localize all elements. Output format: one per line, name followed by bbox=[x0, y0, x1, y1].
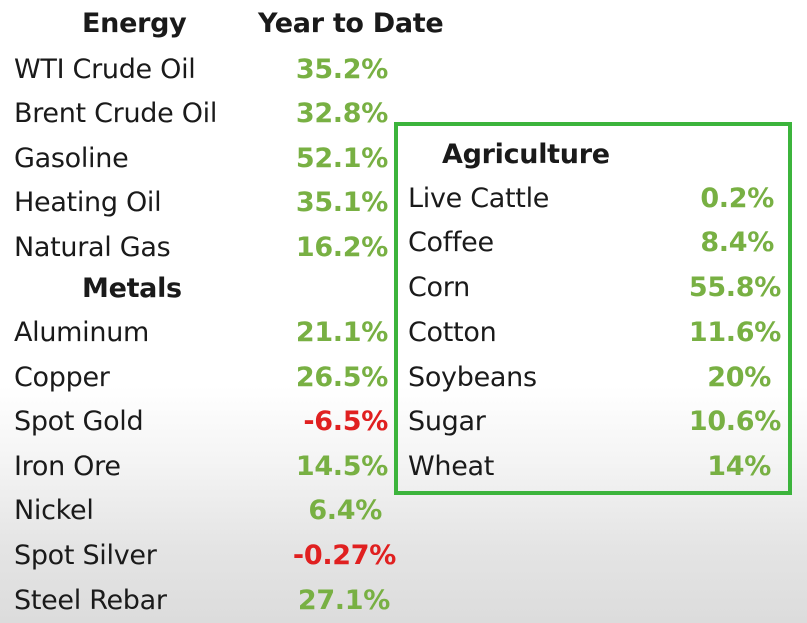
metals-row-label: Spot Silver bbox=[14, 540, 157, 571]
agriculture-row-value: 0.2% bbox=[700, 183, 774, 214]
agriculture-row-label: Corn bbox=[408, 272, 470, 303]
energy-row-label: Natural Gas bbox=[14, 232, 171, 263]
metals-row-value: -6.5% bbox=[303, 406, 388, 437]
metals-row-label: Spot Gold bbox=[14, 406, 144, 437]
energy-row-value: 16.2% bbox=[295, 232, 388, 263]
energy-row-label: WTI Crude Oil bbox=[14, 54, 196, 85]
agriculture-row-label: Coffee bbox=[408, 227, 494, 258]
agriculture-row-label: Soybeans bbox=[408, 362, 537, 393]
metals-row-value: 6.4% bbox=[308, 495, 382, 526]
energy-row-value: 32.8% bbox=[295, 98, 388, 129]
agriculture-header: Agriculture bbox=[442, 139, 610, 170]
energy-header: Energy bbox=[82, 8, 187, 39]
metals-row-value: 14.5% bbox=[295, 451, 388, 482]
energy-row-value: 52.1% bbox=[295, 143, 388, 174]
agriculture-row-label: Live Cattle bbox=[408, 183, 550, 214]
agriculture-row-label: Sugar bbox=[408, 406, 486, 437]
energy-row-value: 35.2% bbox=[295, 54, 388, 85]
metals-header: Metals bbox=[82, 273, 182, 304]
agriculture-box bbox=[394, 122, 792, 495]
agriculture-row-value: 20% bbox=[707, 362, 771, 393]
agriculture-row-label: Wheat bbox=[408, 451, 495, 482]
metals-row-label: Nickel bbox=[14, 495, 94, 526]
energy-row-label: Brent Crude Oil bbox=[14, 98, 218, 129]
metals-row-label: Aluminum bbox=[14, 317, 150, 348]
agriculture-row-value: 14% bbox=[707, 451, 771, 482]
ytd-header: Year to Date bbox=[258, 8, 444, 39]
metals-row-label: Iron Ore bbox=[14, 451, 121, 482]
metals-row-value: 27.1% bbox=[297, 585, 390, 616]
metals-row-label: Steel Rebar bbox=[14, 585, 167, 616]
energy-row-label: Gasoline bbox=[14, 143, 129, 174]
metals-row-value: 26.5% bbox=[295, 362, 388, 393]
agriculture-row-label: Cotton bbox=[408, 317, 497, 348]
agriculture-row-value: 8.4% bbox=[700, 227, 774, 258]
energy-row-label: Heating Oil bbox=[14, 187, 162, 218]
agriculture-row-value: 10.6% bbox=[688, 406, 781, 437]
agriculture-row-value: 11.6% bbox=[688, 317, 781, 348]
metals-row-label: Copper bbox=[14, 362, 110, 393]
energy-row-value: 35.1% bbox=[295, 187, 388, 218]
metals-row-value: -0.27% bbox=[292, 540, 396, 571]
metals-row-value: 21.1% bbox=[295, 317, 388, 348]
agriculture-row-value: 55.8% bbox=[688, 272, 781, 303]
